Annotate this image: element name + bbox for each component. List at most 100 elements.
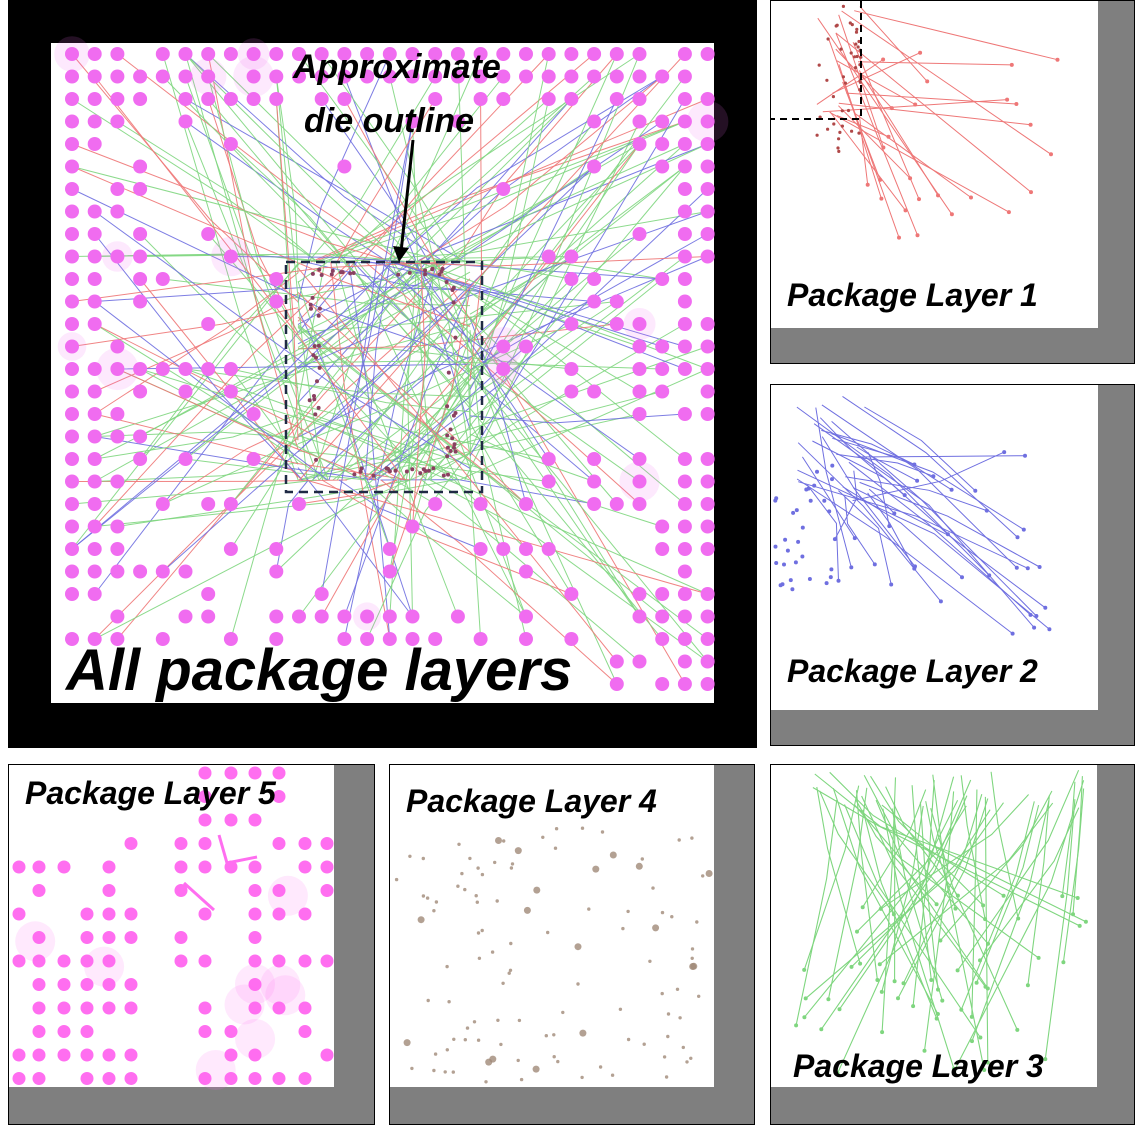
layer-5-ball xyxy=(124,837,138,850)
solder-ball xyxy=(65,69,79,84)
layer-4-via xyxy=(576,982,580,986)
layer-3-trace xyxy=(870,775,984,906)
layer-1-via xyxy=(855,27,859,31)
solder-ball xyxy=(65,137,79,151)
solder-ball xyxy=(87,294,102,309)
die-pad xyxy=(453,411,458,415)
routing-trace xyxy=(469,98,483,381)
routing-trace xyxy=(230,261,422,505)
layer-3-trace xyxy=(843,804,981,1038)
via-halo xyxy=(483,327,523,366)
solder-ball xyxy=(155,564,170,579)
solder-ball xyxy=(632,587,647,601)
die-pad xyxy=(426,468,431,473)
layer-3-pad xyxy=(849,964,854,969)
layer-2-pad xyxy=(984,508,989,513)
routing-trace xyxy=(366,451,471,640)
solder-ball xyxy=(450,114,465,129)
solder-ball xyxy=(496,69,511,84)
layer-5-ball xyxy=(102,954,116,968)
layer-5-ball xyxy=(80,907,94,921)
solder-ball xyxy=(655,159,670,174)
layer-1-via xyxy=(841,75,845,79)
layer-1-trace xyxy=(854,10,1058,61)
layer-3-trace xyxy=(923,791,955,1051)
layer-1-pad xyxy=(1028,122,1033,127)
solder-ball xyxy=(155,47,170,61)
solder-ball xyxy=(587,272,602,286)
layer-3-pad xyxy=(879,989,884,994)
layer-5-ball xyxy=(248,978,262,991)
routing-trace xyxy=(469,98,618,390)
panel-layer-4: Package Layer 4 xyxy=(389,764,755,1125)
layer-4-via xyxy=(476,1038,481,1042)
layer-5-ball xyxy=(102,1048,116,1062)
layer-3-pad xyxy=(1036,955,1041,960)
solder-ball xyxy=(201,497,216,511)
layer-2-via xyxy=(778,583,783,588)
solder-ball xyxy=(677,677,692,691)
solder-ball xyxy=(133,429,148,444)
layer-3-pad xyxy=(959,1007,964,1012)
layer-4-via xyxy=(544,1034,548,1038)
solder-ball xyxy=(65,632,79,646)
routing-trace xyxy=(185,53,445,263)
layer-4-via xyxy=(432,909,436,913)
layer-3-trace xyxy=(816,786,861,964)
annotation-arrow xyxy=(399,139,415,253)
routing-trace xyxy=(364,121,413,481)
layer-5-ball xyxy=(102,884,116,897)
solder-ball xyxy=(609,677,624,691)
routing-trace xyxy=(275,76,299,274)
solder-ball xyxy=(473,69,488,84)
layer-4-via xyxy=(460,871,464,876)
layer-2-via xyxy=(812,483,817,488)
layer-4-via xyxy=(678,1016,682,1020)
layer-4-via xyxy=(432,1068,436,1073)
layer-3-pad xyxy=(969,1014,974,1019)
layer-2-pad xyxy=(849,565,854,570)
layer-3-trace xyxy=(856,805,967,932)
solder-ball xyxy=(564,384,579,399)
routing-trace xyxy=(71,261,448,302)
solder-ball xyxy=(269,294,284,309)
layer-1-pad xyxy=(925,79,930,84)
layer-4-via xyxy=(574,943,582,951)
solder-ball xyxy=(677,69,692,84)
solder-ball xyxy=(632,317,647,331)
routing-trace xyxy=(185,261,418,460)
solder-ball xyxy=(110,632,125,646)
layer-3-trace xyxy=(960,775,986,920)
routing-trace xyxy=(377,256,708,267)
die-pad xyxy=(404,469,409,474)
layer-3-pad xyxy=(819,1027,824,1032)
die-pad xyxy=(444,280,449,284)
solder-ball xyxy=(496,542,511,556)
solder-ball xyxy=(496,47,511,61)
die-pad xyxy=(430,266,435,271)
layer-1-via xyxy=(832,122,836,126)
routing-trace xyxy=(385,98,550,263)
layer-4-via xyxy=(587,907,591,911)
layer-2-pad xyxy=(915,478,920,483)
solder-ball xyxy=(609,654,624,669)
routing-trace xyxy=(364,479,527,617)
solder-ball xyxy=(178,114,193,129)
routing-trace xyxy=(94,278,471,640)
layer-5-ball xyxy=(102,1072,116,1085)
layer-5-ball xyxy=(248,813,262,827)
layer-2-via xyxy=(808,498,813,503)
solder-ball xyxy=(677,182,692,196)
layer-2-pad xyxy=(1025,566,1030,571)
layer-1-pad xyxy=(1009,62,1014,67)
layer-3-pad xyxy=(875,978,880,982)
layer-2-trace xyxy=(815,407,852,568)
solder-ball xyxy=(677,339,692,354)
layer-5-halo xyxy=(260,964,301,1005)
solder-ball xyxy=(700,182,715,196)
panel-layer-1: Package Layer 1 xyxy=(770,0,1135,364)
layer-5-ball xyxy=(174,837,188,850)
die-pad xyxy=(448,427,453,432)
solder-ball xyxy=(541,69,556,84)
layer-4-via xyxy=(705,870,713,877)
